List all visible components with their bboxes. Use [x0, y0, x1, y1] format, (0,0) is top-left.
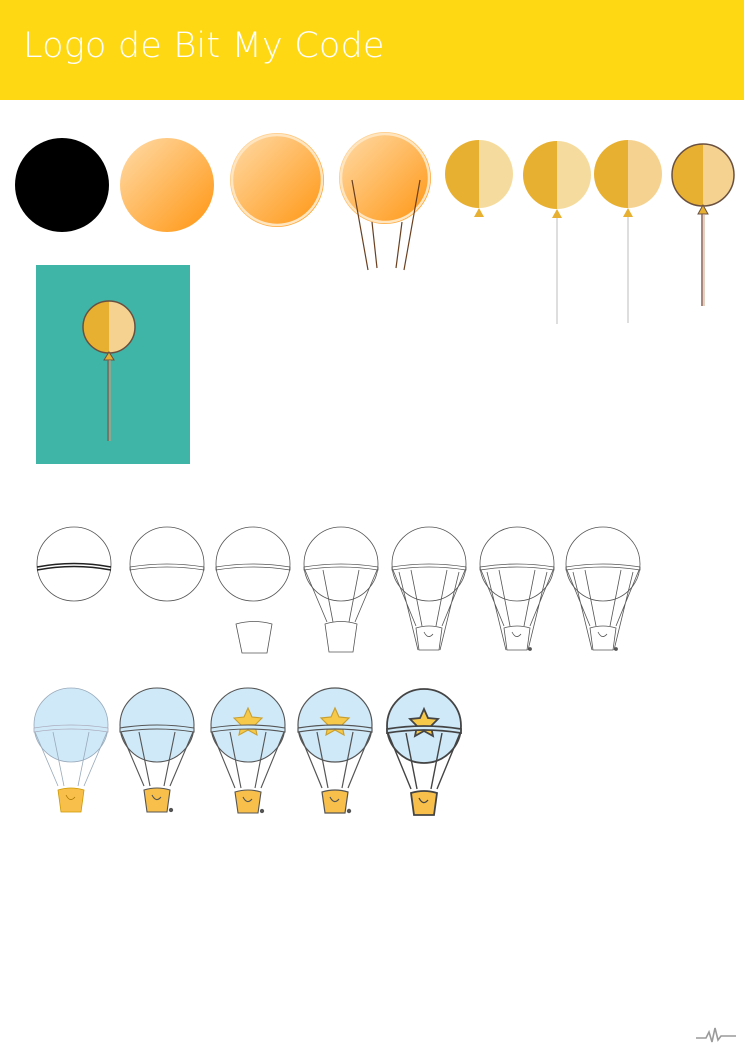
flat-balloon-3	[594, 140, 662, 323]
flat-balloon-4	[671, 143, 735, 306]
sketch-3	[215, 526, 291, 654]
colored-balloon-row	[33, 687, 462, 816]
flat-balloon-2	[523, 141, 591, 324]
colored-balloon-4	[297, 687, 373, 814]
sketch-1	[36, 526, 112, 602]
colored-balloon-2	[119, 687, 195, 813]
teal-preview-card	[36, 265, 190, 464]
sketch-6	[479, 526, 555, 651]
gradient-balloon-strings	[339, 132, 431, 271]
sketch-row	[36, 526, 641, 654]
sketch-5	[391, 526, 467, 651]
sketch-2	[129, 526, 205, 602]
page-title: Logo de Bit My Code	[23, 26, 385, 66]
flat-balloon-1	[445, 140, 513, 217]
gradient-circle-shine	[230, 133, 324, 227]
colored-balloon-1	[33, 687, 109, 813]
colored-balloon-5	[386, 688, 462, 816]
header-banner: Logo de Bit My Code	[0, 0, 744, 100]
colored-balloon-3	[210, 687, 286, 814]
sketch-7	[565, 526, 641, 651]
gradient-circle	[120, 138, 214, 232]
sketch-4	[303, 526, 379, 653]
balloon-row	[15, 132, 735, 324]
black-circle	[15, 138, 109, 232]
signature-icon	[696, 1027, 736, 1043]
